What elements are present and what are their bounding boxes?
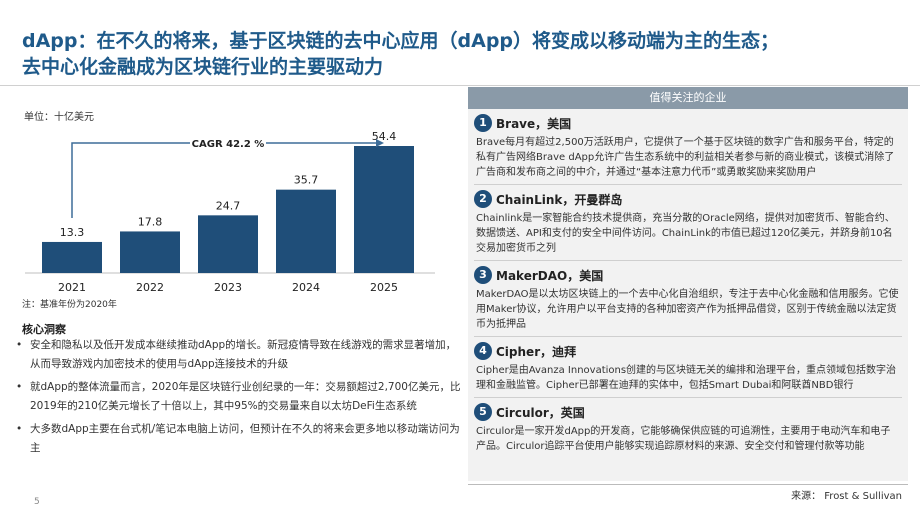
company-description: Chainlink是一家智能合约技术提供商，充当分散的Oracle网络，提供对加… xyxy=(474,209,902,261)
company-item-brave: 1 Brave，美国 Brave每月有超过2,500万活跃用户，它提供了一个基于… xyxy=(474,113,902,185)
insight-bullet: • 就dApp的整体流量而言，2020年是区块链行业创纪录的一年：交易额超过2,7… xyxy=(14,378,464,416)
insight-bullet: • 大多数dApp主要在台式机/笔记本电脑上访问，但预计在不久的将来会更多地以移动… xyxy=(14,420,464,458)
company-description: Cipher是由Avanza Innovations创建的与区块链无关的编排和治… xyxy=(474,361,902,398)
insights-title: 核心洞察 xyxy=(22,323,66,336)
company-name: MakerDAO，美国 xyxy=(496,268,604,283)
number-badge: 5 xyxy=(474,403,492,421)
x-tick-2025: 2025 xyxy=(370,281,398,294)
insights-list: • 安全和隐私以及低开发成本继续推动dApp的增长。新冠疫情导致在线游戏的需求显著… xyxy=(14,336,464,462)
company-name: ChainLink，开曼群岛 xyxy=(496,192,623,207)
insight-text: 大多数dApp主要在台式机/笔记本电脑上访问，但预计在不久的将来会更多地以移动端… xyxy=(30,423,460,454)
x-tick-2022: 2022 xyxy=(136,281,164,294)
number-badge: 4 xyxy=(474,342,492,360)
bullet-dot-icon: • xyxy=(16,423,23,435)
cagr-bracket-line xyxy=(71,142,380,218)
page-number: 5 xyxy=(34,497,40,507)
company-heading: 4 Cipher，迪拜 xyxy=(474,341,902,361)
insight-text: 就dApp的整体流量而言，2020年是区块链行业创纪录的一年：交易额超过2,70… xyxy=(30,381,461,412)
company-description: Circulor是一家开发dApp的开发商，它能够确保供应链的可追溯性，主要用于… xyxy=(476,426,891,452)
company-description: MakerDAO是以太坊区块链上的一个去中心化自治组织，专注于去中心化金融和信用… xyxy=(474,285,902,337)
company-heading: 1 Brave，美国 xyxy=(474,113,902,133)
cagr-label: CAGR 42.2 % xyxy=(192,139,265,150)
company-description: Brave每月有超过2,500万活跃用户，它提供了一个基于区块链的数字广告和服务… xyxy=(474,133,902,185)
market-size-chart: 13.3 2021 17.8 2022 24.7 2023 35.7 2024 54.4 2025… xyxy=(25,130,435,294)
chart-unit: 单位：十亿美元 xyxy=(24,112,94,123)
cagr-arrow-icon xyxy=(376,139,384,147)
company-heading: 5 Circulor，英国 xyxy=(474,402,902,422)
number-badge: 2 xyxy=(474,190,492,208)
bar-2021 xyxy=(42,241,102,273)
data-label-2021: 13.3 xyxy=(60,226,85,239)
source-note: 来源： Frost & Sullivan xyxy=(791,491,902,502)
title-line-2: 去中心化金融成为区块链行业的主要驱动力 xyxy=(22,56,384,78)
x-tick-2024: 2024 xyxy=(292,281,320,294)
bullet-dot-icon: • xyxy=(16,381,23,393)
bar-2024 xyxy=(276,189,336,273)
bullet-dot-icon: • xyxy=(16,339,23,351)
cagr-label-bg xyxy=(190,134,266,150)
title-divider xyxy=(0,85,920,86)
data-label-2023: 24.7 xyxy=(216,199,241,212)
company-item-circulor: 5 Circulor，英国 Circulor是一家开发dApp的开发商，它能够确… xyxy=(474,402,902,458)
bar-2023 xyxy=(198,215,258,273)
company-name: Cipher，迪拜 xyxy=(496,344,577,359)
title-line-1: dApp：在不久的将来，基于区块链的去中心应用（dApp）将变成以移动端为主的生… xyxy=(22,30,780,52)
company-item-makerdao: 3 MakerDAO，美国 MakerDAO是以太坊区块链上的一个去中心化自治组… xyxy=(474,265,902,337)
panel-header: 值得关注的企业 xyxy=(468,87,908,109)
insight-bullet: • 安全和隐私以及低开发成本继续推动dApp的增长。新冠疫情导致在线游戏的需求显著… xyxy=(14,336,464,374)
source-divider xyxy=(468,484,908,485)
insight-text: 安全和隐私以及低开发成本继续推动dApp的增长。新冠疫情导致在线游戏的需求显著增… xyxy=(30,339,457,370)
company-item-cipher: 4 Cipher，迪拜 Cipher是由Avanza Innovations创建… xyxy=(474,341,902,398)
bar-2022 xyxy=(120,231,180,273)
company-heading: 2 ChainLink，开曼群岛 xyxy=(474,189,902,209)
company-item-chainlink: 2 ChainLink，开曼群岛 Chainlink是一家智能合约技术提供商，充… xyxy=(474,189,902,261)
chart-note: 注：基准年份为2020年 xyxy=(22,300,117,310)
number-badge: 3 xyxy=(474,266,492,284)
company-name: Brave，美国 xyxy=(496,116,572,131)
company-heading: 3 MakerDAO，美国 xyxy=(474,265,902,285)
page-title: dApp：在不久的将来，基于区块链的去中心应用（dApp）将变成以移动端为主的生… xyxy=(22,28,912,80)
data-label-2025: 54.4 xyxy=(372,130,397,143)
x-tick-2021: 2021 xyxy=(58,281,86,294)
number-badge: 1 xyxy=(474,114,492,132)
data-label-2024: 35.7 xyxy=(294,174,319,187)
companies-panel: 值得关注的企业 1 Brave，美国 Brave每月有超过2,500万活跃用户，… xyxy=(468,87,908,481)
data-label-2022: 17.8 xyxy=(138,215,163,228)
company-name: Circulor，英国 xyxy=(496,405,585,420)
bar-2025 xyxy=(354,146,414,273)
x-tick-2023: 2023 xyxy=(214,281,242,294)
